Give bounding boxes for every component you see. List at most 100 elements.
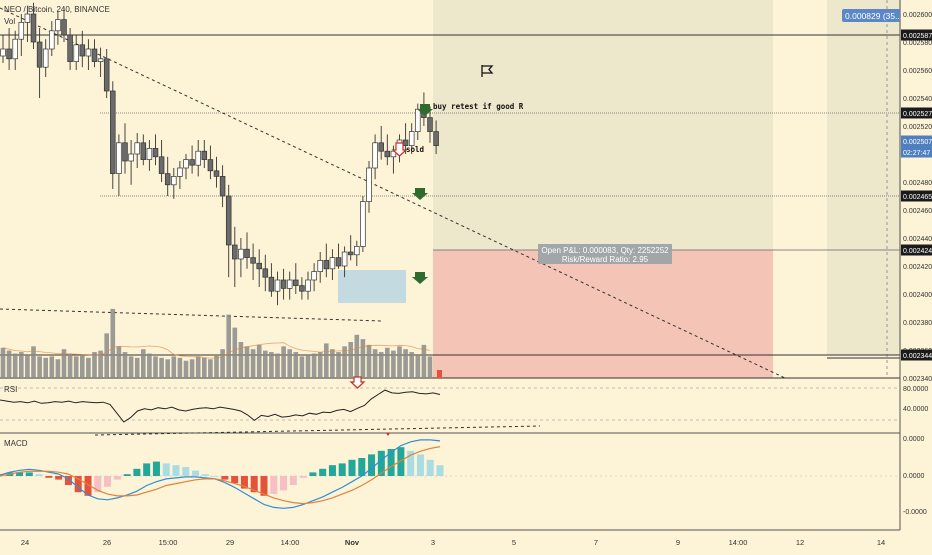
lower-trendline[interactable] — [0, 308, 383, 322]
annotation-buy-retest[interactable]: buy retest if good R — [433, 102, 524, 111]
candle-body — [354, 246, 360, 256]
candle-body — [73, 44, 79, 62]
price-tick-label: 0.002420 — [903, 264, 932, 271]
macd-histogram-bar — [231, 476, 239, 484]
candle-body — [0, 48, 6, 57]
macd-histogram-bar — [45, 476, 53, 478]
time-tick-label: 9 — [676, 538, 680, 547]
volume-bar — [378, 352, 384, 378]
volume-bar — [366, 344, 372, 378]
price-tick-label: 0.002460 — [903, 208, 932, 215]
arrow-down-icon[interactable] — [417, 104, 433, 116]
volume-label: Vol — [4, 17, 15, 26]
macd-histogram-bar — [55, 476, 63, 480]
price-tick-label: 0.002400 — [903, 292, 932, 299]
candle-body — [347, 251, 354, 256]
rsi-trendline[interactable] — [94, 425, 541, 436]
volume-bar — [55, 359, 61, 378]
annotation-sold[interactable]: sold — [406, 145, 424, 154]
price-tick-label: 0.002440 — [903, 236, 932, 243]
volume-bar — [80, 354, 85, 378]
candle-body — [152, 148, 159, 158]
macd-histogram-bar — [250, 476, 258, 493]
time-tick-label: 14 — [877, 538, 885, 547]
candle-body — [61, 19, 67, 36]
candle-body — [293, 279, 299, 286]
candle-body — [274, 279, 281, 292]
time-tick-label: 14:00 — [281, 538, 300, 547]
candle-body — [207, 159, 214, 172]
macd-histogram-bar — [152, 461, 160, 476]
volume-bar — [37, 356, 42, 378]
time-tick-label: 26 — [103, 538, 111, 547]
volume-bar — [305, 354, 311, 378]
candle-body — [311, 271, 317, 281]
volume-bar — [141, 349, 146, 378]
candle-body — [36, 41, 43, 68]
price-tick-label: 0.002340 — [903, 376, 932, 383]
volume-bar — [6, 350, 12, 378]
stop-zone[interactable] — [433, 250, 773, 378]
time-tick-label: 29 — [226, 538, 234, 547]
macd-histogram-bar — [113, 476, 121, 480]
volume-bar — [183, 360, 189, 378]
macd-histogram-bar — [436, 465, 444, 476]
macd-tick-label: -0.0000 — [903, 509, 927, 516]
signal-line — [0, 446, 441, 505]
volume-bar — [354, 334, 360, 378]
volume-bar — [195, 356, 201, 378]
price-label-text: 02:27:47 — [903, 150, 930, 157]
macd-histogram-bar — [104, 476, 112, 487]
price-label-box — [901, 107, 932, 119]
volume-bar — [403, 349, 408, 378]
macd-histogram-bar — [162, 463, 170, 476]
price-label-box — [901, 190, 932, 202]
small-marker-icon — [386, 433, 390, 436]
sell-arrow-icon[interactable] — [349, 376, 366, 389]
volume-bar — [67, 353, 73, 378]
macd-histogram-bar — [211, 476, 219, 477]
macd-histogram-bar — [368, 454, 376, 476]
price-label-text: 0.002587 — [903, 33, 932, 40]
candle-body — [433, 131, 439, 146]
candle-body — [329, 257, 336, 270]
candle-body — [122, 142, 128, 162]
position-tooltip[interactable]: Open P&L: 0.000083, Qty: 2252252 Risk/Re… — [538, 244, 672, 264]
volume-bar — [238, 342, 244, 378]
volume-bar — [372, 349, 378, 378]
volume-bar — [427, 356, 433, 378]
sell-arrow-icon[interactable] — [391, 142, 408, 157]
highlight-box[interactable] — [338, 270, 406, 303]
top-badge[interactable]: 0.000829 (35... — [842, 9, 902, 22]
volume-bar — [165, 359, 170, 378]
descending-trendline[interactable] — [0, 7, 786, 379]
arrow-down-icon[interactable] — [412, 188, 428, 200]
macd-histogram — [0, 447, 444, 496]
candle-body — [299, 285, 305, 292]
arrow-down-icon[interactable] — [412, 272, 428, 284]
volume-moving-average — [2, 342, 431, 359]
candle-body — [195, 150, 201, 166]
candle-body — [360, 201, 366, 247]
target-zone[interactable] — [433, 0, 773, 250]
candle-body — [280, 279, 287, 289]
volume-bars — [0, 308, 442, 378]
time-tick-label: 14:00 — [729, 538, 748, 547]
volume-bar — [256, 344, 262, 378]
price-tick-label: 0.002540 — [903, 96, 932, 103]
candle-body — [244, 248, 250, 258]
right-zone — [827, 0, 901, 355]
rsi-label: RSI — [4, 385, 17, 394]
volume-bar — [122, 352, 128, 378]
flag-icon[interactable] — [481, 65, 494, 77]
candle-body — [12, 38, 18, 60]
price-tick-label: 0.002600 — [903, 12, 932, 19]
candle-body — [67, 34, 73, 62]
candle-body — [110, 90, 116, 174]
volume-bar — [220, 349, 225, 378]
volume-bar — [208, 359, 213, 378]
volume-bar — [171, 356, 177, 378]
macd-histogram-bar — [221, 476, 229, 480]
